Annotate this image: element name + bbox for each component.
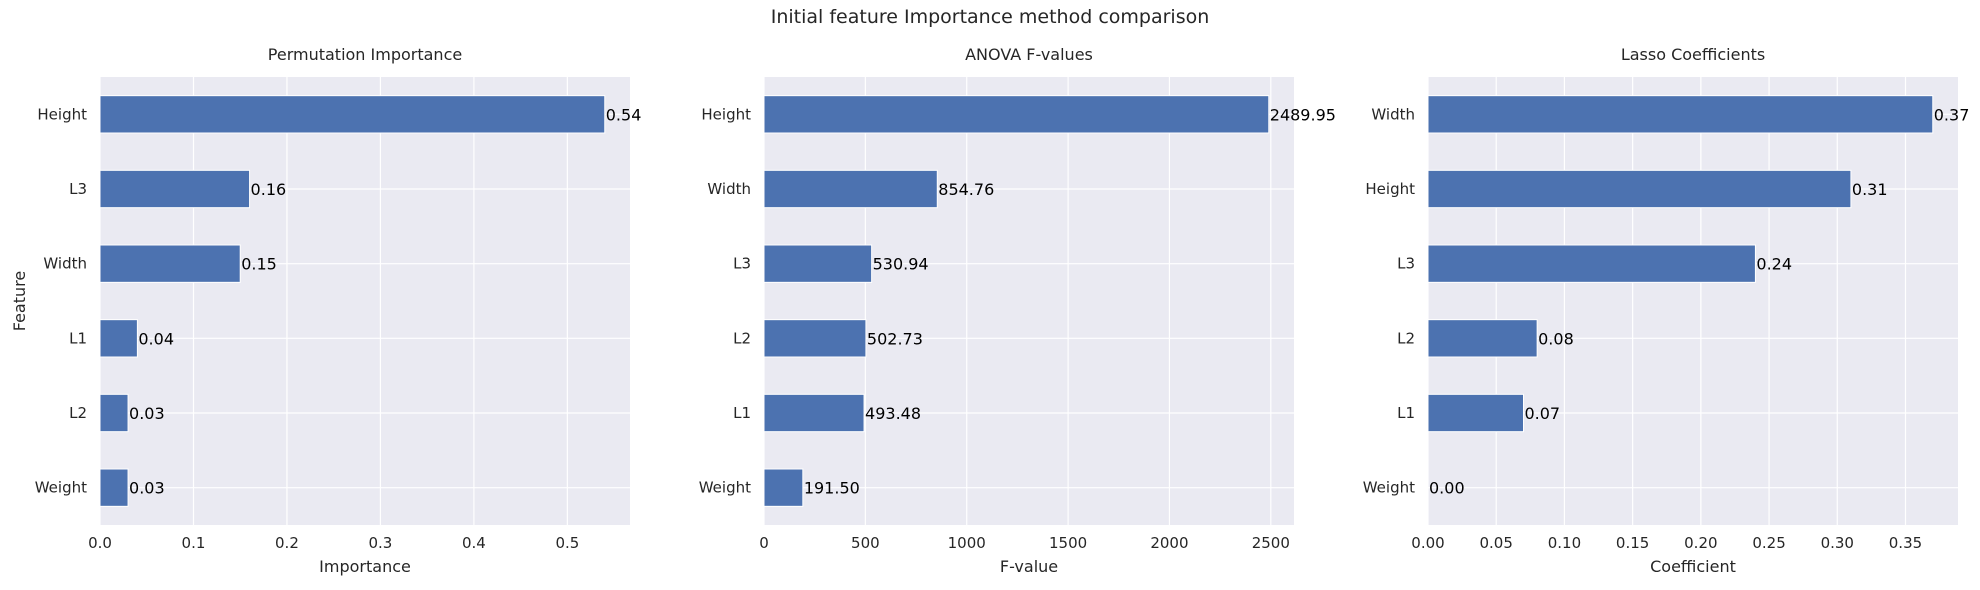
x-tick-label: 0.1: [182, 534, 206, 552]
y-tick-label: Height: [37, 105, 87, 123]
x-tick-label: 0.00: [1411, 534, 1444, 552]
bar: [1427, 393, 1524, 433]
x-tick-label: 1500: [1049, 534, 1087, 552]
x-tick-label: 0.0: [88, 534, 112, 552]
plot-area: [764, 77, 1294, 525]
x-tick-label: 0.30: [1821, 534, 1854, 552]
y-tick-label: Weight: [699, 479, 751, 497]
bar-value-label: 0.08: [1538, 329, 1574, 348]
bar-value-label: 502.73: [867, 329, 923, 348]
bar: [99, 244, 241, 283]
bar: [99, 393, 129, 433]
bar-value-label: 2489.95: [1270, 105, 1336, 124]
bar: [763, 468, 804, 507]
y-tick-label: Weight: [1363, 479, 1415, 497]
panel-title: ANOVA F-values: [965, 45, 1093, 64]
bar-value-label: 493.48: [865, 404, 921, 423]
bar: [99, 95, 606, 134]
bar-value-label: 0.15: [241, 255, 277, 274]
y-tick-label: L1: [69, 329, 87, 347]
y-tick-label: Width: [1371, 105, 1415, 123]
x-tick-label: 500: [851, 534, 880, 552]
bar-value-label: 0.37: [1934, 105, 1970, 124]
x-axis-title: Importance: [319, 557, 411, 576]
x-tick-label: 0.2: [275, 534, 299, 552]
x-tick-label: 0.5: [555, 534, 579, 552]
x-tick-label: 1000: [948, 534, 986, 552]
x-tick-label: 2000: [1150, 534, 1188, 552]
bar-value-label: 0.07: [1524, 404, 1560, 423]
bar: [1427, 169, 1852, 209]
y-tick-label: L2: [1397, 329, 1415, 347]
x-tick-label: 0.05: [1480, 534, 1513, 552]
bar: [763, 244, 873, 283]
bar-value-label: 0.00: [1429, 479, 1465, 498]
x-tick-label: 2500: [1252, 534, 1290, 552]
bar: [763, 319, 867, 358]
bar-value-label: 191.50: [804, 479, 860, 498]
y-tick-label: L2: [69, 404, 87, 422]
bar-value-label: 0.16: [251, 180, 287, 199]
plot-area: [1428, 77, 1958, 525]
x-axis-title: F-value: [1000, 557, 1058, 576]
bar-value-label: 530.94: [873, 255, 929, 274]
y-tick-label: L2: [733, 329, 751, 347]
bar: [1427, 319, 1538, 358]
bar: [99, 468, 129, 507]
bar-value-label: 0.03: [129, 404, 165, 423]
bar: [763, 95, 1270, 134]
x-tick-label: 0.35: [1889, 534, 1922, 552]
x-tick-label: 0.15: [1616, 534, 1649, 552]
y-tick-label: Width: [707, 180, 751, 198]
y-tick-label: Height: [1365, 180, 1415, 198]
y-axis-title: Feature: [10, 271, 29, 331]
y-tick-label: Height: [701, 105, 751, 123]
panel-title: Permutation Importance: [268, 45, 462, 64]
plot-area: [100, 77, 630, 525]
y-tick-label: L3: [69, 180, 87, 198]
bar: [1427, 95, 1934, 134]
y-tick-label: Weight: [35, 479, 87, 497]
bar-value-label: 0.31: [1852, 180, 1888, 199]
x-tick-label: 0.20: [1684, 534, 1717, 552]
x-tick-label: 0.4: [462, 534, 486, 552]
x-tick-label: 0: [759, 534, 769, 552]
bar: [763, 169, 938, 209]
bar: [99, 319, 138, 358]
bar-value-label: 854.76: [938, 180, 994, 199]
y-tick-label: L3: [733, 255, 751, 273]
x-tick-label: 0.25: [1752, 534, 1785, 552]
y-tick-label: L3: [1397, 255, 1415, 273]
y-tick-label: L1: [733, 404, 751, 422]
x-tick-label: 0.10: [1548, 534, 1581, 552]
y-tick-label: L1: [1397, 404, 1415, 422]
figure-title: Initial feature Importance method compar…: [770, 6, 1210, 28]
panel-title: Lasso Coefficients: [1621, 45, 1765, 64]
bar-value-label: 0.54: [606, 105, 642, 124]
x-axis-title: Coefficient: [1650, 557, 1736, 576]
bar-value-label: 0.03: [129, 479, 165, 498]
bar-value-label: 0.04: [138, 329, 174, 348]
bar: [1427, 244, 1756, 283]
bar: [99, 169, 251, 209]
bar-value-label: 0.24: [1756, 255, 1792, 274]
y-tick-label: Width: [43, 255, 87, 273]
bar: [763, 393, 865, 433]
x-tick-label: 0.3: [368, 534, 392, 552]
